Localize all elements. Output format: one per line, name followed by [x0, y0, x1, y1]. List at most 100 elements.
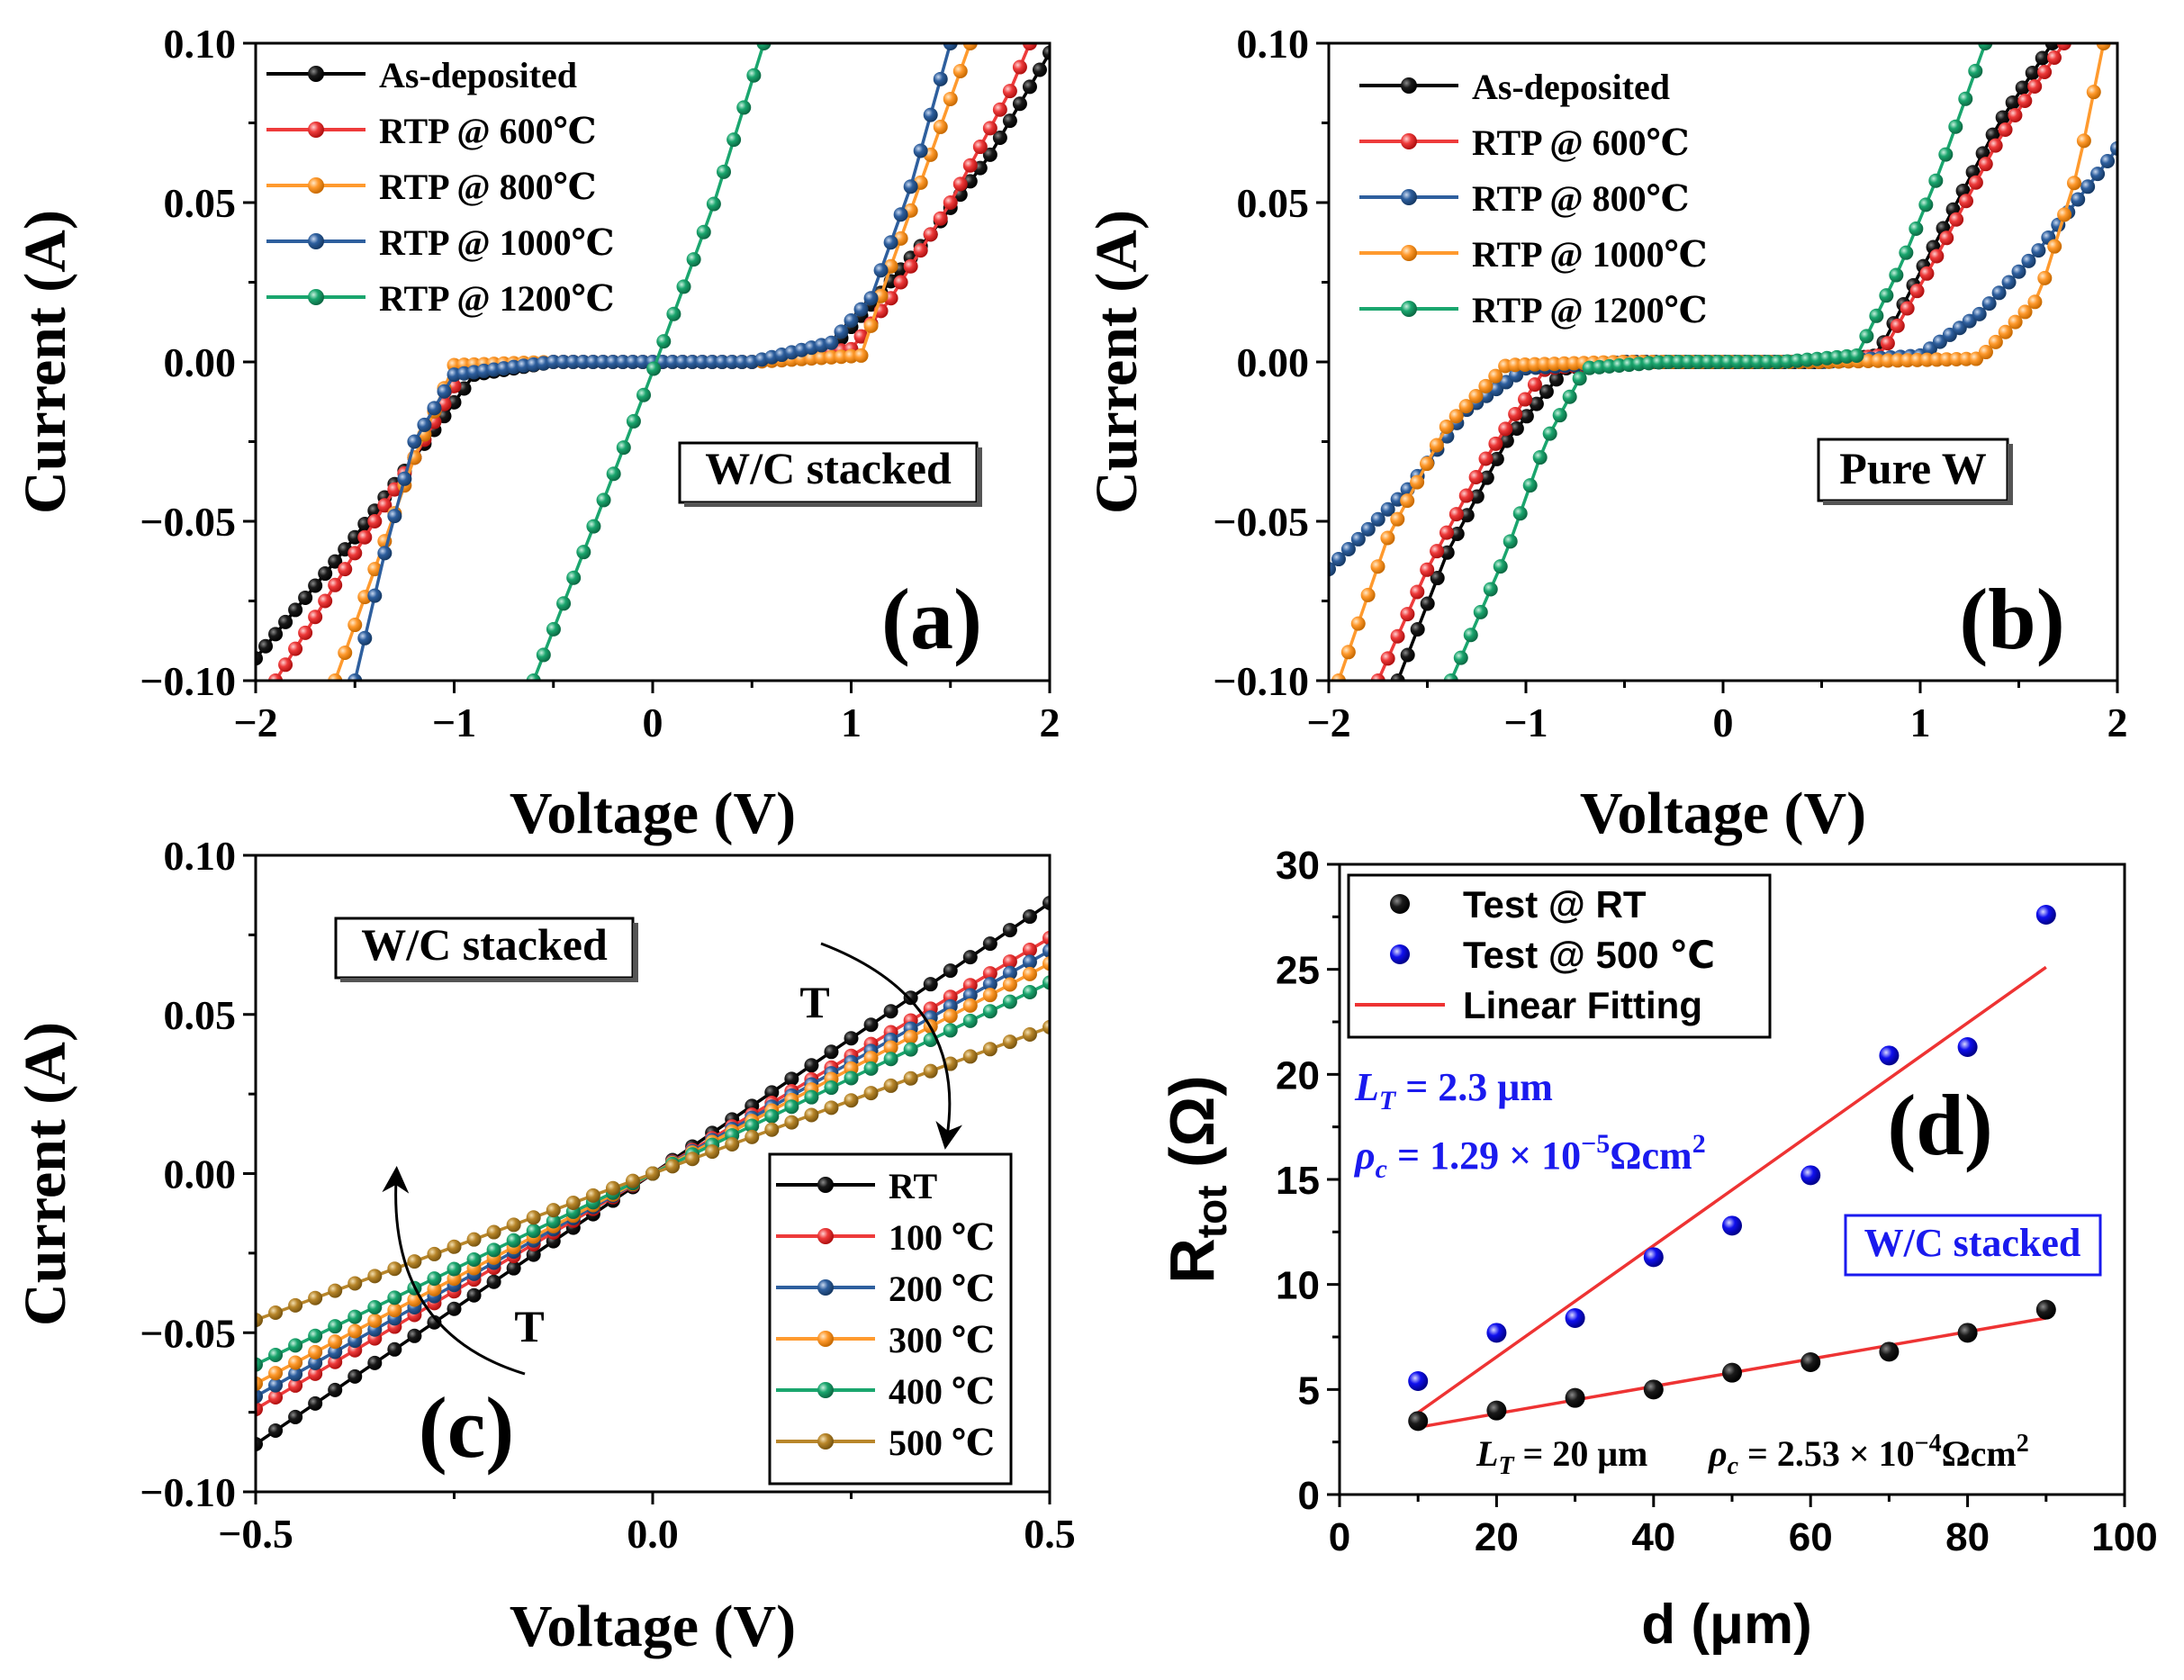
data-point [913, 243, 928, 258]
data-point [883, 1040, 898, 1055]
data-point [863, 318, 879, 333]
legend-item: Linear Fitting [1355, 984, 1702, 1026]
data-point [486, 1274, 501, 1289]
data-point [923, 977, 938, 992]
data-point [328, 673, 343, 681]
data-point [1390, 511, 1405, 527]
legend-item: 400 ℃ [776, 1371, 995, 1412]
data-point [2096, 43, 2111, 50]
data-point [595, 355, 610, 369]
data-point [962, 1049, 978, 1064]
data-point [2015, 80, 2030, 95]
data-point [784, 1071, 799, 1087]
legend-b: As-deposited RTP @ 600℃ RTP @ 800℃ RTP @ 10… [1359, 67, 1708, 330]
data-point [1002, 1034, 1017, 1050]
data-point [278, 657, 293, 673]
data-point [1360, 587, 1376, 602]
data-point [1486, 1323, 1507, 1343]
legend-marker [308, 122, 324, 138]
data-point [863, 1061, 879, 1076]
data-point [2056, 43, 2071, 50]
data-point [903, 179, 918, 194]
data-point [447, 1301, 462, 1316]
data-point [824, 1100, 839, 1115]
annotation-box-d: W/C stacked [1844, 1214, 2102, 1277]
annotation-rho-500: ρc = 1.29 × 10−5Ωcm2 [1353, 1129, 1706, 1184]
data-point [546, 1214, 561, 1229]
data-point [288, 1338, 303, 1353]
data-point [377, 498, 393, 513]
legend-box [1347, 873, 1772, 1039]
legend-item: RTP @ 1200℃ [1359, 290, 1708, 330]
data-point [883, 1004, 898, 1019]
data-point [347, 673, 363, 681]
data-point [923, 1063, 938, 1079]
data-point [576, 545, 591, 560]
data-point [1489, 451, 1504, 466]
legend-label: RT [889, 1166, 937, 1206]
data-point [1410, 474, 1425, 490]
data-point [903, 1070, 918, 1086]
data-point [666, 306, 681, 321]
y-tick-label: 0.05 [164, 992, 237, 1038]
data-point [1012, 59, 1027, 75]
data-point [288, 641, 303, 656]
data-point [328, 577, 343, 592]
data-point [716, 164, 731, 179]
data-point [1483, 582, 1498, 597]
data-point [1899, 245, 1914, 260]
legend-label: RTP @ 1200℃ [379, 278, 615, 319]
data-point [824, 1080, 839, 1096]
series-olive [256, 1019, 1050, 1328]
data-point [605, 355, 620, 369]
series-blue [347, 43, 958, 681]
data-point [1909, 221, 1924, 237]
data-point [1410, 584, 1425, 600]
data-point [933, 71, 948, 86]
legend-item: RT [776, 1166, 937, 1206]
data-point [1458, 399, 1474, 414]
data-point [943, 963, 958, 979]
data-point [407, 1254, 422, 1269]
data-point [1968, 175, 1983, 190]
data-point [2008, 107, 2023, 122]
data-point [913, 143, 928, 158]
data-point [2021, 253, 2036, 268]
data-point [357, 529, 373, 545]
data-point [982, 977, 997, 992]
data-point [1978, 43, 1993, 50]
data-point [367, 1355, 383, 1370]
data-point [883, 1078, 898, 1093]
data-point [982, 1042, 997, 1057]
data-point [1800, 1352, 1821, 1372]
data-point [1002, 977, 1017, 992]
data-point [1958, 194, 1973, 209]
data-point [288, 1355, 303, 1370]
panel-a: −2 −1 0 1 2 −0.10 −0.05 0.00 0.05 0.10 Voltage (V… [13, 21, 1060, 846]
data-point [268, 1347, 284, 1362]
panel-label-c: (c) [419, 1379, 515, 1476]
x-tick-label: −0.5 [218, 1511, 293, 1557]
data-point [1420, 562, 1435, 577]
data-point [1661, 355, 1676, 369]
data-point [2071, 192, 2086, 207]
data-point [1032, 62, 1047, 77]
data-point [1509, 420, 1524, 436]
panel-label-b: (b) [1959, 571, 2064, 667]
data-point [278, 614, 293, 629]
data-point [367, 514, 383, 528]
data-point [1900, 301, 1915, 316]
data-point [585, 1188, 600, 1203]
data-point [536, 647, 551, 663]
data-point [1439, 545, 1455, 560]
data-point [1002, 994, 1017, 1009]
y-tick-label: 0.10 [164, 833, 237, 879]
legend-marker [817, 1382, 834, 1398]
data-point [962, 950, 978, 965]
data-point [1730, 355, 1746, 369]
x-tick-label: 60 [1789, 1515, 1833, 1559]
x-tick-label: 1 [841, 700, 862, 745]
data-point [2035, 1299, 2056, 1320]
legend-label: 100 ℃ [889, 1217, 995, 1258]
data-point [2090, 167, 2106, 182]
